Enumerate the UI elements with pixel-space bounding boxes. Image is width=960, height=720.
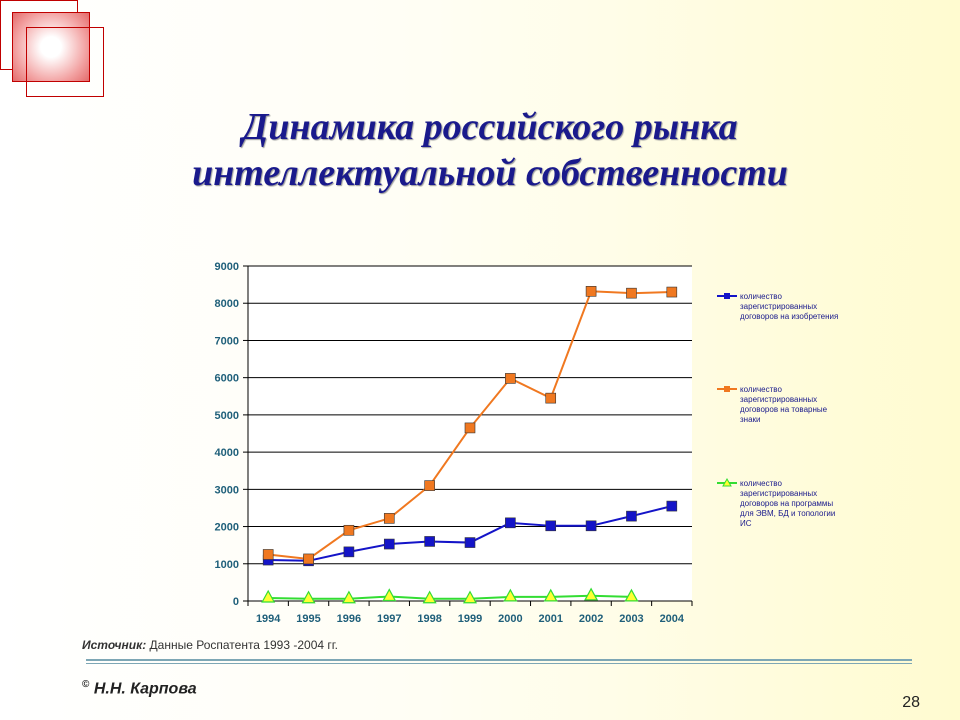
y-tick-label: 8000 xyxy=(215,298,239,310)
data-point xyxy=(382,588,397,602)
data-point xyxy=(261,589,276,603)
y-tick-label: 3000 xyxy=(215,484,239,496)
decorative-square-outline xyxy=(26,27,104,97)
y-tick-label: 9000 xyxy=(215,261,239,273)
footer-divider xyxy=(86,659,912,661)
copyright-sign: © xyxy=(82,679,90,690)
footer-divider xyxy=(86,663,912,664)
decorative-square-gradient xyxy=(12,12,90,82)
legend-label: количество зарегистрированных договоров на… xyxy=(740,292,838,321)
x-tick-label: 2002 xyxy=(579,613,603,625)
legend-label: количество зарегистрированных договоров на… xyxy=(740,479,835,528)
data-point xyxy=(505,517,516,529)
page-number: 28 xyxy=(902,694,920,711)
data-point xyxy=(301,590,316,604)
y-tick-label: 2000 xyxy=(215,522,239,534)
source-label: Источник: xyxy=(82,638,147,652)
data-point xyxy=(383,513,395,524)
source-note: Источник: Данные Роспатента 1993 -2004 г… xyxy=(82,638,338,652)
source-text: Данные Роспатента 1993 -2004 гг. xyxy=(146,638,338,652)
y-tick-label: 0 xyxy=(233,596,239,608)
data-point xyxy=(262,549,274,560)
data-point xyxy=(584,587,599,601)
legend-marker xyxy=(724,293,730,299)
data-point xyxy=(626,287,637,299)
data-point xyxy=(543,588,558,602)
x-tick-label: 2003 xyxy=(619,613,643,625)
legend-label: количество зарегистрированных договоров на… xyxy=(740,385,828,424)
data-point xyxy=(626,510,637,522)
plot-area xyxy=(248,266,692,601)
x-tick-label: 1996 xyxy=(337,613,361,625)
data-point xyxy=(624,588,639,602)
data-point xyxy=(341,590,356,604)
x-tick-label: 2004 xyxy=(660,613,685,625)
x-tick-label: 1994 xyxy=(256,613,281,625)
y-tick-label: 5000 xyxy=(215,410,239,422)
series-line xyxy=(268,594,632,600)
y-tick-label: 1000 xyxy=(215,559,239,571)
data-point xyxy=(666,500,678,512)
data-point xyxy=(422,590,437,604)
slide-title: Динамика российского рынка интеллектуаль… xyxy=(40,104,940,196)
y-tick-label: 6000 xyxy=(215,373,239,385)
data-point xyxy=(424,536,435,547)
data-point xyxy=(666,286,678,298)
data-point xyxy=(343,524,355,536)
x-tick-label: 2001 xyxy=(538,613,562,625)
data-point xyxy=(383,538,395,550)
data-point xyxy=(464,537,476,548)
x-tick-label: 1997 xyxy=(377,613,401,625)
data-point xyxy=(424,480,435,491)
title-line-2: интеллектуальной собственности xyxy=(192,152,788,194)
data-point xyxy=(462,590,478,604)
title-line-1: Динамика российского рынка xyxy=(242,106,738,148)
data-point xyxy=(545,392,557,404)
y-tick-label: 7000 xyxy=(215,335,239,347)
x-tick-label: 1995 xyxy=(296,613,320,625)
data-point xyxy=(503,588,518,602)
data-point xyxy=(505,373,516,384)
data-point xyxy=(545,520,557,532)
y-tick-label: 4000 xyxy=(215,447,239,459)
data-point xyxy=(585,520,597,532)
x-tick-label: 1998 xyxy=(417,613,441,625)
author: © Н.Н. Карпова xyxy=(82,679,197,698)
data-point xyxy=(343,546,355,558)
legend-marker xyxy=(722,477,732,487)
x-tick-label: 2000 xyxy=(498,613,522,625)
legend-marker xyxy=(724,386,730,392)
data-point xyxy=(585,286,597,297)
data-point xyxy=(464,422,476,434)
x-tick-label: 1999 xyxy=(458,613,482,625)
author-name: Н.Н. Карпова xyxy=(89,680,197,698)
data-point xyxy=(303,553,314,565)
